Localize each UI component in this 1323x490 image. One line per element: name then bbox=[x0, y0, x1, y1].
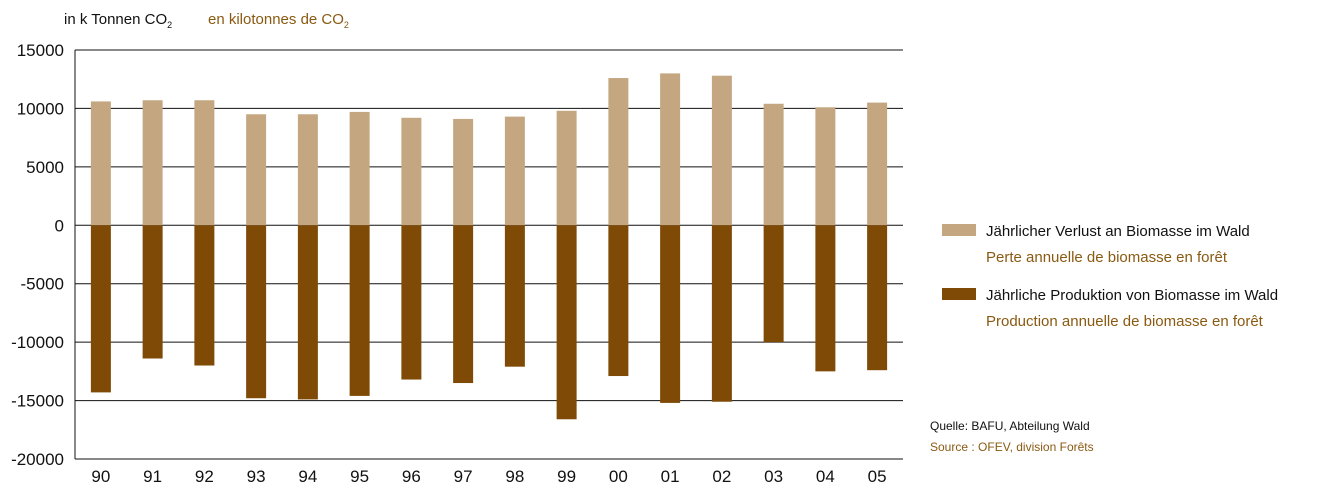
bar-production-92 bbox=[194, 225, 215, 366]
y-tick-label: -20000 bbox=[11, 450, 64, 469]
x-tick-label: 93 bbox=[247, 467, 266, 486]
x-tick-label: 99 bbox=[557, 467, 576, 486]
y-tick-label: 5000 bbox=[26, 158, 64, 177]
legend: Jährlicher Verlust an Biomasse im Wald P… bbox=[942, 223, 1278, 330]
x-tick-label: 95 bbox=[350, 467, 369, 486]
x-tick-label: 03 bbox=[764, 467, 783, 486]
bars bbox=[90, 73, 888, 420]
y-tick-label: -10000 bbox=[11, 333, 64, 352]
bar-loss-03 bbox=[763, 103, 784, 226]
bar-production-98 bbox=[504, 225, 525, 367]
legend-swatch-loss bbox=[942, 224, 976, 236]
bar-production-04 bbox=[815, 225, 836, 372]
bar-loss-96 bbox=[401, 117, 422, 226]
x-tick-label: 97 bbox=[454, 467, 473, 486]
legend-swatch-production bbox=[942, 288, 976, 300]
bar-production-00 bbox=[608, 225, 629, 377]
legend-label-production-de: Jährliche Produktion von Biomasse im Wal… bbox=[986, 287, 1278, 304]
x-tick-label: 00 bbox=[609, 467, 628, 486]
x-tick-label: 05 bbox=[868, 467, 887, 486]
bar-loss-00 bbox=[608, 78, 629, 226]
x-tick-label: 90 bbox=[91, 467, 110, 486]
bar-loss-91 bbox=[142, 100, 163, 226]
x-axis-ticks: 90 91 92 93 94 95 96 97 98 99 00 01 02 03 04 05 bbox=[91, 467, 886, 486]
x-tick-label: 04 bbox=[816, 467, 835, 486]
bar-production-02 bbox=[711, 225, 732, 402]
y-tick-label: 10000 bbox=[17, 99, 64, 118]
bar-loss-04 bbox=[815, 107, 836, 226]
bar-loss-95 bbox=[349, 111, 370, 226]
bar-production-96 bbox=[401, 225, 422, 380]
bar-loss-02 bbox=[711, 75, 732, 226]
bar-loss-92 bbox=[194, 100, 215, 226]
source-de: Quelle: BAFU, Abteilung Wald bbox=[930, 419, 1090, 433]
bar-loss-01 bbox=[660, 73, 681, 226]
bar-loss-94 bbox=[297, 114, 318, 226]
y-tick-label: 0 bbox=[55, 216, 64, 235]
source-fr: Source : OFEV, division Forêts bbox=[930, 440, 1094, 454]
x-tick-label: 98 bbox=[505, 467, 524, 486]
y-tick-label: 15000 bbox=[17, 41, 64, 60]
x-tick-label: 91 bbox=[143, 467, 162, 486]
bar-production-05 bbox=[867, 225, 888, 371]
bar-loss-97 bbox=[453, 118, 474, 226]
bar-production-94 bbox=[297, 225, 318, 400]
x-tick-label: 96 bbox=[402, 467, 421, 486]
x-tick-label: 02 bbox=[712, 467, 731, 486]
legend-label-production-fr: Production annuelle de biomasse en forêt bbox=[986, 313, 1264, 330]
bar-production-90 bbox=[90, 225, 111, 393]
bar-loss-99 bbox=[556, 110, 577, 226]
bar-production-01 bbox=[660, 225, 681, 403]
y-tick-label: -5000 bbox=[21, 275, 64, 294]
bar-loss-98 bbox=[504, 116, 525, 226]
bar-production-03 bbox=[763, 225, 784, 343]
legend-label-loss-de: Jährlicher Verlust an Biomasse im Wald bbox=[986, 223, 1250, 240]
bar-production-97 bbox=[453, 225, 474, 384]
x-tick-label: 94 bbox=[298, 467, 317, 486]
bar-loss-93 bbox=[246, 114, 267, 226]
bar-production-99 bbox=[556, 225, 577, 420]
bar-production-93 bbox=[246, 225, 267, 399]
legend-label-loss-fr: Perte annuelle de biomasse en forêt bbox=[986, 249, 1228, 266]
bar-loss-05 bbox=[867, 102, 888, 226]
unit-label-de: in k Tonnen CO2 bbox=[64, 11, 172, 30]
bar-loss-90 bbox=[90, 101, 111, 226]
x-tick-label: 01 bbox=[661, 467, 680, 486]
x-tick-label: 92 bbox=[195, 467, 214, 486]
bar-production-95 bbox=[349, 225, 370, 396]
y-axis-ticks: 15000 10000 5000 0 -5000 -10000 -15000 -20000 bbox=[11, 41, 64, 469]
unit-label-fr: en kilotonnes de CO2 bbox=[208, 11, 349, 30]
y-tick-label: -15000 bbox=[11, 392, 64, 411]
bar-production-91 bbox=[142, 225, 163, 359]
